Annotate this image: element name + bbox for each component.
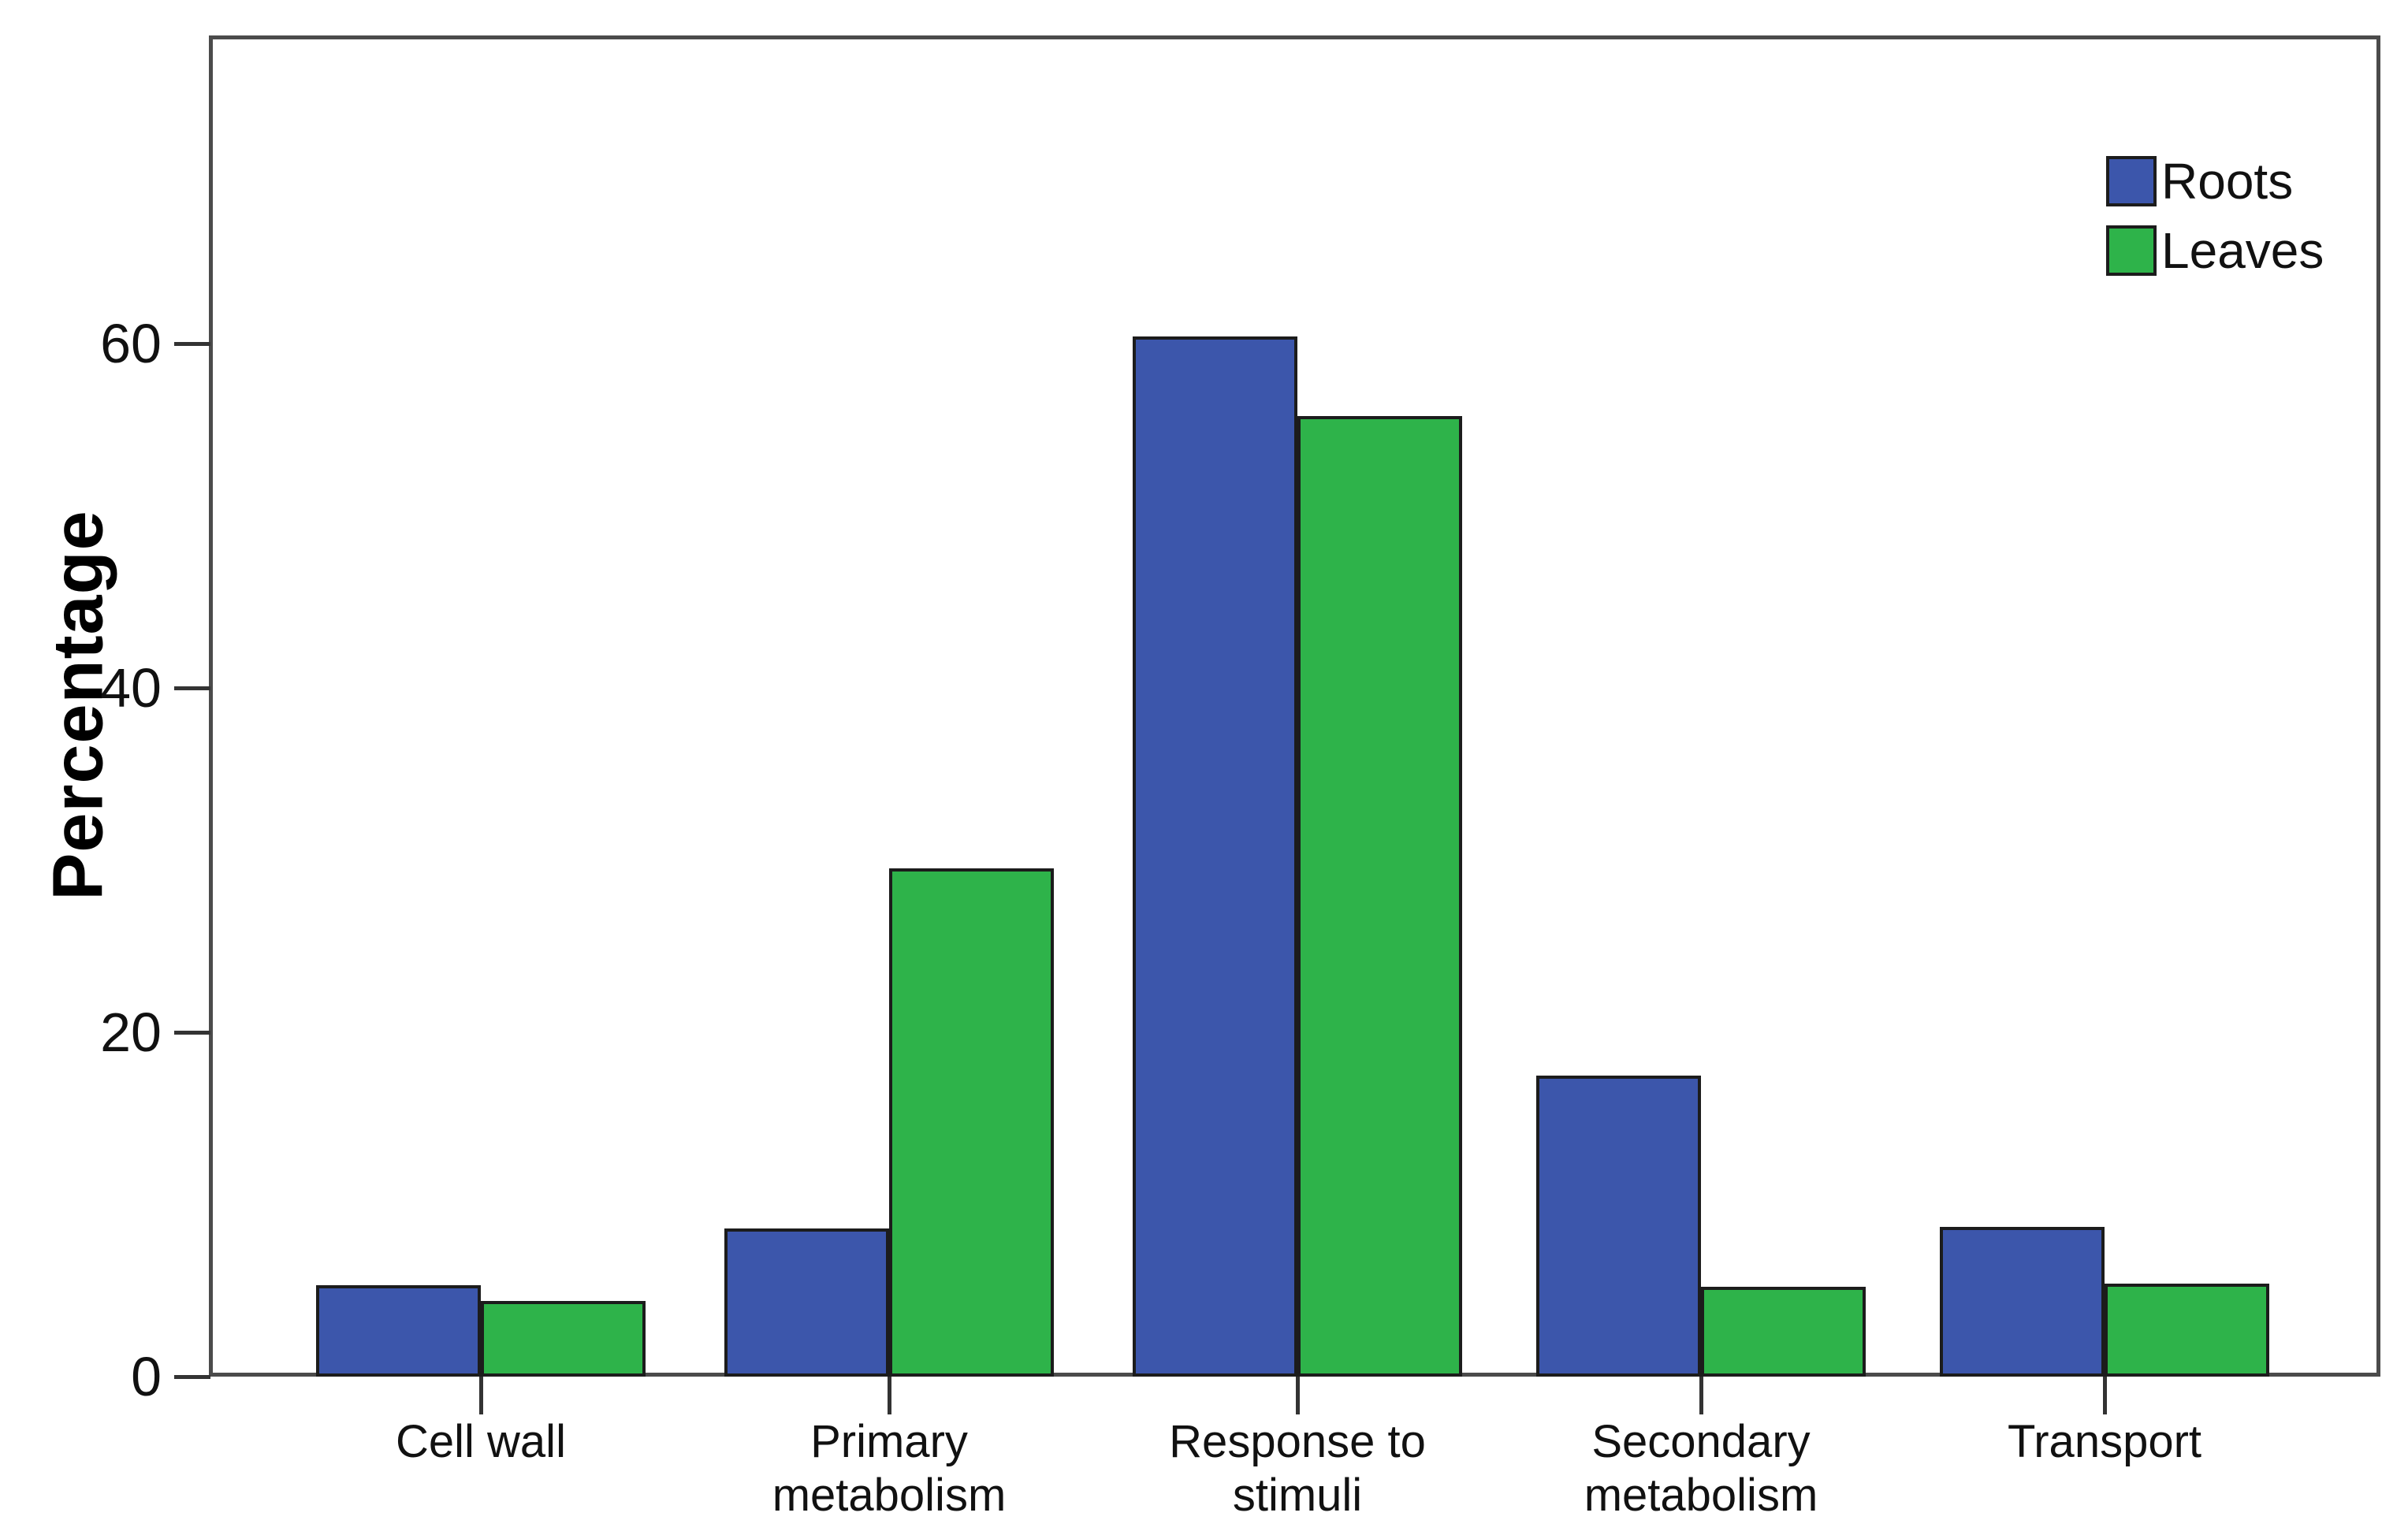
x-tick-mark-cell-wall: [479, 1377, 483, 1414]
bar-leaves-primary-metabolism: [889, 868, 1054, 1377]
legend-label-leaves: Leaves: [2161, 222, 2324, 279]
y-tick-label-60: 60: [100, 313, 162, 374]
category-label-transport: Transport: [2007, 1416, 2202, 1467]
bar-roots-cell-wall: [316, 1285, 481, 1377]
bar-roots-transport: [1940, 1227, 2105, 1377]
legend-row-roots: Roots: [2106, 152, 2324, 210]
legend-swatch-roots: [2106, 156, 2157, 206]
y-tick-mark-60: [174, 342, 210, 346]
bar-leaves-response-to-stimuli: [1297, 416, 1462, 1377]
bar-leaves-transport: [2105, 1284, 2269, 1377]
x-tick-mark-secondary-metabolism: [1699, 1377, 1703, 1414]
y-tick-label-0: 0: [131, 1346, 162, 1407]
category-label-response-to-stimuli: Response to stimuli: [1169, 1416, 1426, 1521]
y-tick-label-20: 20: [100, 1002, 162, 1063]
legend-swatch-leaves: [2106, 225, 2157, 276]
bar-leaves-cell-wall: [481, 1301, 646, 1377]
y-tick-mark-20: [174, 1031, 210, 1035]
category-label-secondary-metabolism: Secondary metabolism: [1584, 1416, 1818, 1521]
bar-leaves-secondary-metabolism: [1701, 1287, 1866, 1377]
x-tick-mark-transport: [2103, 1377, 2107, 1414]
bar-roots-secondary-metabolism: [1536, 1076, 1701, 1377]
bar-roots-response-to-stimuli: [1133, 336, 1297, 1377]
y-tick-mark-0: [174, 1375, 210, 1379]
category-label-primary-metabolism: Primary metabolism: [772, 1416, 1007, 1521]
x-tick-mark-primary-metabolism: [888, 1377, 891, 1414]
y-tick-mark-40: [174, 686, 210, 690]
legend: Roots Leaves: [2106, 152, 2324, 291]
legend-label-roots: Roots: [2161, 153, 2294, 210]
bar-roots-primary-metabolism: [724, 1228, 889, 1377]
category-label-cell-wall: Cell wall: [396, 1416, 566, 1467]
y-tick-label-40: 40: [100, 657, 162, 719]
x-tick-mark-response-to-stimuli: [1296, 1377, 1300, 1414]
legend-row-leaves: Leaves: [2106, 221, 2324, 280]
